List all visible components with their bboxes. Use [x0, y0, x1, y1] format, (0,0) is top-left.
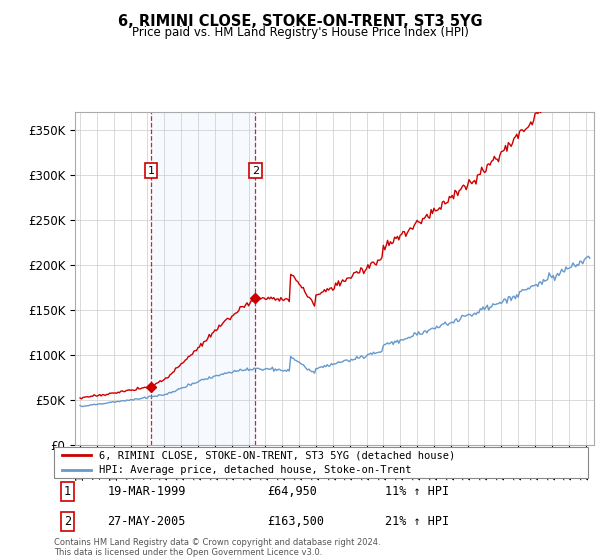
- Text: £163,500: £163,500: [268, 515, 325, 528]
- Text: Price paid vs. HM Land Registry's House Price Index (HPI): Price paid vs. HM Land Registry's House …: [131, 26, 469, 39]
- FancyBboxPatch shape: [54, 447, 588, 478]
- Text: 27-MAY-2005: 27-MAY-2005: [107, 515, 186, 528]
- Text: 21% ↑ HPI: 21% ↑ HPI: [385, 515, 449, 528]
- Text: HPI: Average price, detached house, Stoke-on-Trent: HPI: Average price, detached house, Stok…: [100, 465, 412, 475]
- Bar: [151, 112, 256, 445]
- Text: £64,950: £64,950: [268, 485, 317, 498]
- Text: 6, RIMINI CLOSE, STOKE-ON-TRENT, ST3 5YG (detached house): 6, RIMINI CLOSE, STOKE-ON-TRENT, ST3 5YG…: [100, 450, 455, 460]
- Text: 1: 1: [148, 166, 155, 175]
- Text: 19-MAR-1999: 19-MAR-1999: [107, 485, 186, 498]
- Text: 6, RIMINI CLOSE, STOKE-ON-TRENT, ST3 5YG: 6, RIMINI CLOSE, STOKE-ON-TRENT, ST3 5YG: [118, 14, 482, 29]
- Text: 1: 1: [64, 485, 71, 498]
- Text: 2: 2: [64, 515, 71, 528]
- Text: 2: 2: [252, 166, 259, 175]
- Text: 11% ↑ HPI: 11% ↑ HPI: [385, 485, 449, 498]
- Text: Contains HM Land Registry data © Crown copyright and database right 2024.
This d: Contains HM Land Registry data © Crown c…: [54, 538, 380, 557]
